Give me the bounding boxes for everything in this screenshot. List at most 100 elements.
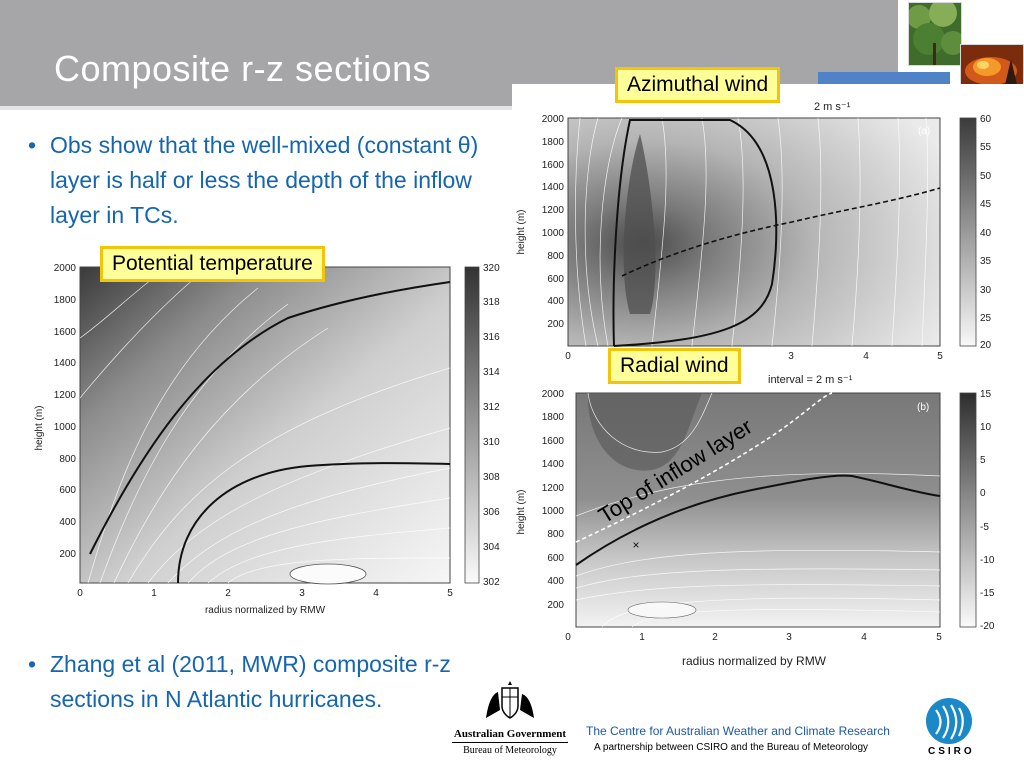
- azimuthal-cbar-tick: 35: [980, 256, 992, 267]
- azimuthal-ytick: 200: [547, 319, 564, 330]
- radial-panel-label: (b): [917, 402, 929, 413]
- slide-title: Composite r-z sections: [54, 48, 432, 89]
- azimuthal-contours: [575, 117, 929, 347]
- theta-xlabel: radius normalized by RMW: [205, 605, 326, 616]
- theta-ylabel: height (m): [34, 405, 45, 450]
- radial-ytick: 800: [547, 529, 564, 540]
- footer-partner-text: A partnership between CSIRO and the Bure…: [594, 742, 869, 753]
- azimuthal-cbar-tick: 20: [980, 340, 992, 351]
- radial-cbar-tick: 5: [980, 455, 986, 466]
- radial-title-fragment: interval = 2 m s⁻¹: [768, 374, 853, 386]
- azimuthal-cbar-tick: 55: [980, 142, 992, 153]
- theta-ytick: 200: [59, 549, 76, 560]
- theta-cbar-tick: 306: [483, 507, 500, 518]
- radial-xlabel: radius normalized by RMW: [682, 654, 827, 668]
- azimuthal-xtick: 5: [937, 351, 943, 362]
- theta-xtick: 5: [447, 588, 453, 599]
- radial-ytick: 200: [547, 600, 564, 611]
- callout-potential-temperature: Potential temperature: [100, 246, 325, 282]
- radial-xtick: 1: [639, 632, 645, 643]
- azimuthal-ytick: 1200: [542, 205, 565, 216]
- theta-ytick: 400: [59, 517, 76, 528]
- azimuthal-xtick: 4: [863, 351, 869, 362]
- radial-ytick: 600: [547, 553, 564, 564]
- theta-cbar-tick: 318: [483, 297, 500, 308]
- theta-field: [79, 266, 451, 584]
- theta-thick-contour-lower: [177, 462, 451, 584]
- azimuthal-ytick: 1400: [542, 182, 565, 193]
- theta-ytick: 1400: [54, 358, 77, 369]
- azimuthal-dashed-line: [621, 187, 941, 277]
- fire-photo: [960, 44, 1024, 86]
- radial-cbar-tick: 15: [980, 389, 992, 400]
- callout-radial-wind: Radial wind: [608, 348, 741, 384]
- radial-dashed-inflow-top: [575, 392, 833, 543]
- theta-ytick: 1200: [54, 390, 77, 401]
- azimuthal-ytick: 400: [547, 296, 564, 307]
- bullet-obs: Obs show that the well-mixed (constant θ…: [28, 128, 520, 233]
- bullet-zhang: Zhang et al (2011, MWR) composite r-z se…: [28, 647, 520, 717]
- theta-xtick: 4: [373, 588, 379, 599]
- theta-cbar-tick: 308: [483, 472, 500, 483]
- theta-cbar-tick: 316: [483, 332, 500, 343]
- azimuthal-cbar-tick: 25: [980, 313, 992, 324]
- theta-cbar-tick: 314: [483, 367, 500, 378]
- azimuthal-colorbar: [959, 117, 977, 347]
- azimuthal-ylabel: height (m): [516, 209, 527, 254]
- radial-plot: interval = 2 m s⁻¹ × (b) 2000 1800 1600 …: [512, 366, 1024, 672]
- theta-thick-contour-upper: [89, 281, 451, 555]
- azimuthal-title-fragment: 2 m s⁻¹: [814, 101, 851, 113]
- radial-ytick: 2000: [542, 389, 565, 400]
- radial-xtick: 0: [565, 632, 571, 643]
- azimuthal-core: [623, 134, 656, 314]
- theta-cbar-tick: 320: [483, 263, 500, 274]
- theta-xtick: 3: [299, 588, 305, 599]
- australian-government-logo: Australian Government Bureau of Meteorol…: [452, 728, 568, 756]
- radial-min-contour: [627, 601, 697, 619]
- azimuthal-ytick: 1600: [542, 160, 565, 171]
- callout-azimuthal-wind: Azimuthal wind: [615, 67, 781, 103]
- azimuthal-cbar-tick: 30: [980, 285, 992, 296]
- theta-plot: 2000 1800 1600 1400 1200 1000 800 600 40…: [28, 258, 508, 618]
- radial-cbar-tick: -5: [980, 522, 989, 533]
- radial-ytick: 1400: [542, 459, 565, 470]
- azimuthal-plot: 2 m s⁻¹ (a) 2000 1800 1600 1400 1200 100…: [512, 84, 1024, 366]
- radial-xtick: 3: [786, 632, 792, 643]
- radial-outflow-region: [587, 393, 702, 471]
- azimuthal-xtick: 3: [788, 351, 794, 362]
- radial-xtick: 2: [712, 632, 718, 643]
- csiro-wordmark: CSIRO: [928, 746, 975, 757]
- forest-photo: [908, 2, 962, 66]
- azimuthal-ytick: 600: [547, 274, 564, 285]
- azimuthal-ytick: 1000: [542, 228, 565, 239]
- radial-cbar-tick: 10: [980, 422, 992, 433]
- theta-xtick: 0: [77, 588, 83, 599]
- coat-of-arms-icon: [480, 680, 540, 729]
- theta-cbar-tick: 312: [483, 402, 500, 413]
- title-bar: Composite r-z sections: [0, 0, 898, 110]
- theta-contours: [79, 266, 451, 584]
- azimuthal-cbar-tick: 40: [980, 228, 992, 239]
- theta-xtick: 2: [225, 588, 231, 599]
- theta-cbar-tick: 302: [483, 577, 500, 588]
- azimuthal-ytick: 2000: [542, 114, 565, 125]
- bom-line: Bureau of Meteorology: [463, 745, 557, 756]
- radial-xtick: 4: [861, 632, 867, 643]
- gov-line: Australian Government: [452, 728, 568, 743]
- theta-cbar-tick: 310: [483, 437, 500, 448]
- azimuthal-cbar-tick: 60: [980, 114, 992, 125]
- azimuthal-ytick: 1800: [542, 137, 565, 148]
- azimuthal-xtick: 0: [565, 351, 571, 362]
- azimuthal-cbar-tick: 45: [980, 199, 992, 210]
- theta-colorbar: [464, 266, 480, 584]
- theta-ytick: 1800: [54, 295, 77, 306]
- theta-ytick: 2000: [54, 263, 77, 274]
- radial-xtick: 5: [936, 632, 942, 643]
- radial-cbar-tick: 0: [980, 488, 986, 499]
- radial-colorbar: [959, 392, 977, 628]
- theta-ytick: 1600: [54, 327, 77, 338]
- radial-cbar-tick: -15: [980, 588, 995, 599]
- azimuthal-ytick: 800: [547, 251, 564, 262]
- footer-centre-text: The Centre for Australian Weather and Cl…: [586, 724, 890, 738]
- radial-ytick: 1200: [542, 483, 565, 494]
